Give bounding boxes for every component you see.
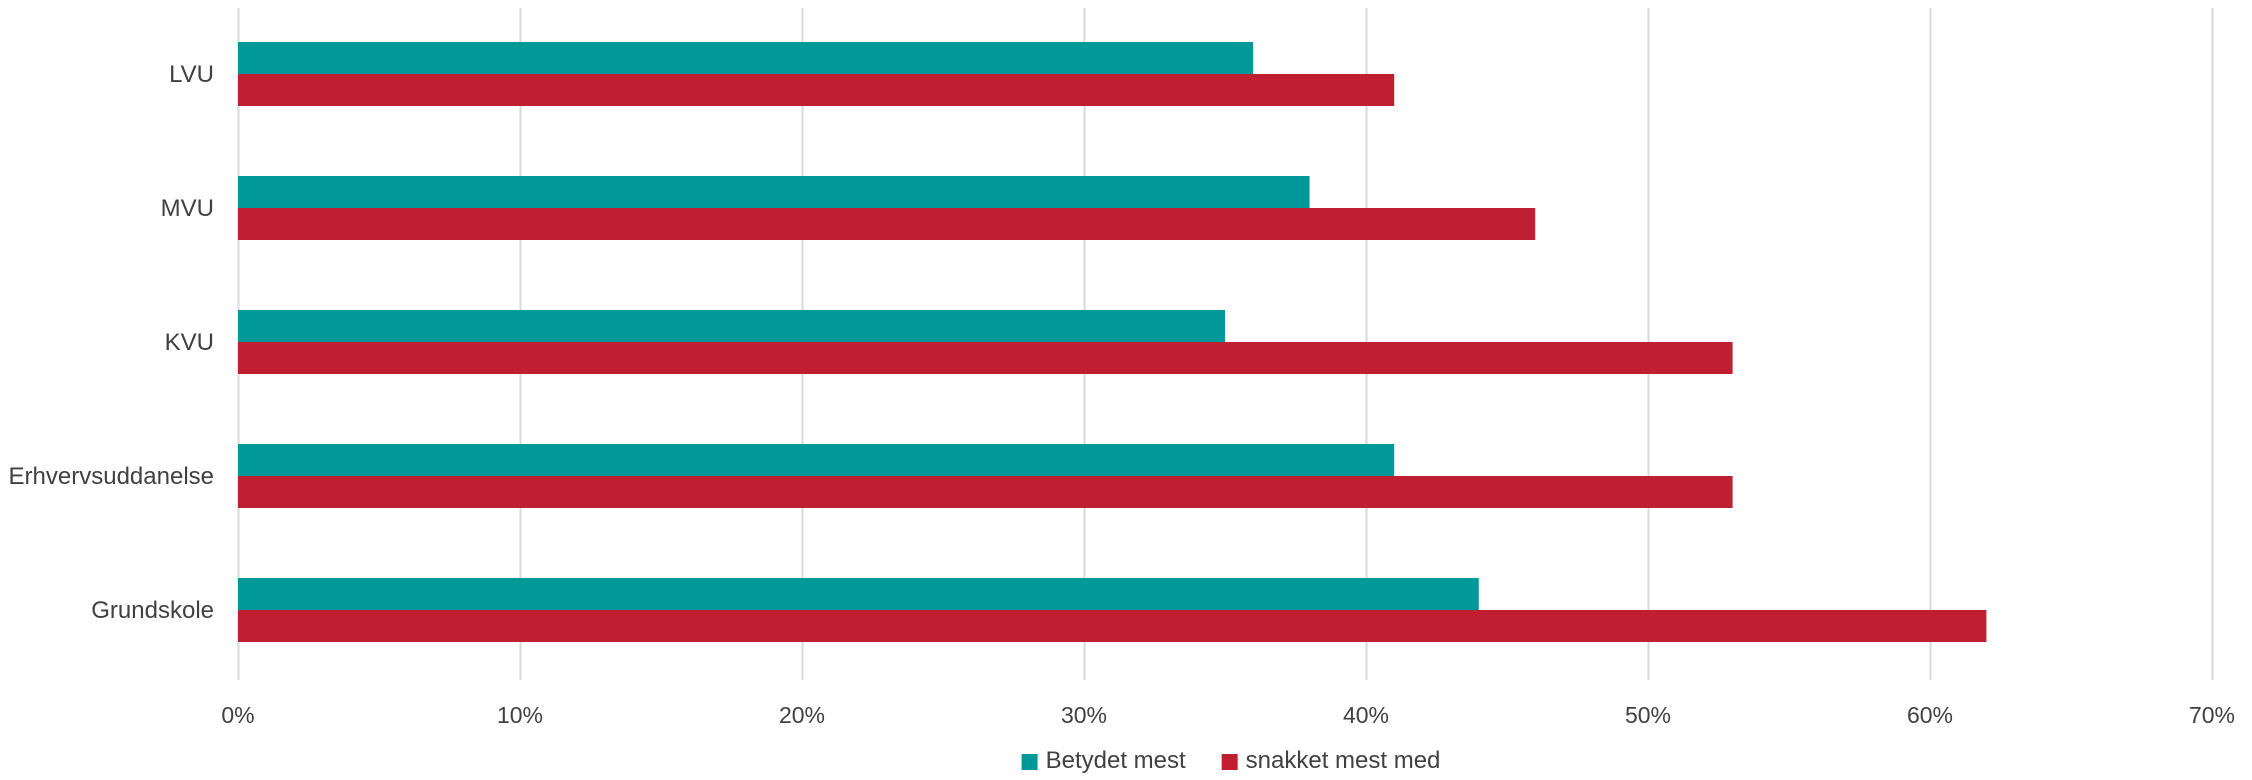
x-tick-label: 0%: [221, 702, 254, 728]
x-tick-label: 20%: [779, 702, 825, 728]
bar-mvu-series-1: [238, 176, 1310, 208]
category-label: LVU: [169, 61, 214, 88]
legend-label: snakket mest med: [1246, 747, 1441, 774]
bar-grundskole-series-2: [238, 610, 1987, 642]
x-axis-tick-labels: 0% 10% 20% 30% 40% 50% 60% 70%: [221, 702, 2235, 728]
x-tick-label: 70%: [2189, 702, 2235, 728]
category-label: Grundskole: [91, 597, 214, 624]
legend-swatch: [1221, 754, 1238, 770]
legend-swatch: [1021, 754, 1038, 770]
category-label: Erhvervsuddanelse: [9, 463, 214, 490]
legend: Betydet mest snakket mest med: [1021, 747, 1441, 774]
bar-erhvervsuddanelse-series-1: [238, 444, 1395, 476]
bar-grundskole-series-1: [238, 578, 1479, 610]
legend-item-2: snakket mest med: [1221, 747, 1441, 774]
category-label: MVU: [161, 195, 214, 222]
bar-erhvervsuddanelse-series-2: [238, 476, 1733, 508]
x-tick-label: 30%: [1061, 702, 1107, 728]
x-tick-label: 50%: [1625, 702, 1671, 728]
x-tick-label: 10%: [497, 702, 543, 728]
bar-kvu-series-1: [238, 310, 1225, 342]
x-tick-label: 40%: [1343, 702, 1389, 728]
bars: [238, 42, 1987, 642]
bar-lvu-series-2: [238, 74, 1395, 106]
legend-item-1: Betydet mest: [1021, 747, 1186, 774]
legend-label: Betydet mest: [1046, 747, 1186, 774]
bar-lvu-series-1: [238, 42, 1254, 74]
x-tick-label: 60%: [1907, 702, 1953, 728]
category-label: KVU: [165, 329, 214, 356]
category-labels: LVU MVU KVU Erhvervsuddanelse Grundskole: [9, 61, 214, 624]
bar-mvu-series-2: [238, 208, 1536, 240]
bar-kvu-series-2: [238, 342, 1733, 374]
